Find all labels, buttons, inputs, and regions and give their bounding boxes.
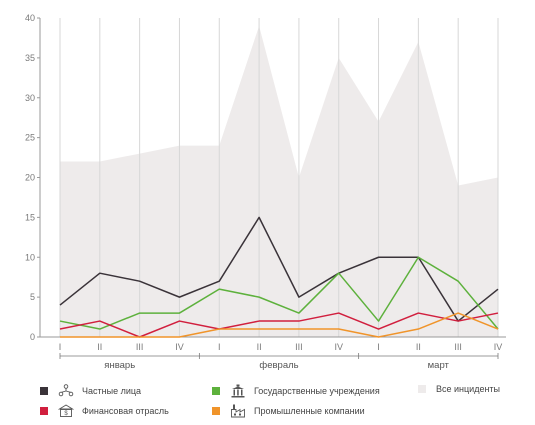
month-label: январь	[104, 360, 135, 371]
government-building-icon	[231, 384, 245, 398]
x-tick-label: IV	[494, 342, 503, 352]
area-series-all-incidents	[60, 25, 498, 337]
line-series	[59, 256, 499, 330]
line-series	[59, 312, 499, 338]
grid-layer	[59, 18, 499, 337]
line-series	[59, 216, 499, 322]
y-tick-label: 0	[30, 332, 35, 342]
y-tick-label: 15	[25, 212, 35, 222]
area-layer	[60, 25, 498, 337]
legend-swatch-government	[212, 387, 220, 395]
legend-label-all-incidents: Все инциденты	[436, 384, 501, 394]
x-tick-label: IV	[334, 342, 343, 352]
svg-text:$: $	[64, 411, 68, 417]
y-tick-label: 35	[25, 53, 35, 63]
line-series	[60, 312, 499, 338]
legend-label-private: Частные лица	[82, 386, 142, 396]
bank-building-icon: $	[58, 404, 74, 417]
x-tick-label: III	[295, 342, 303, 352]
legend-government: Государственные учреждения	[212, 384, 380, 398]
people-network-icon	[58, 384, 74, 397]
y-tick-label: 40	[25, 13, 35, 23]
x-tick-label: I	[218, 342, 221, 352]
x-tick-label: I	[59, 342, 62, 352]
x-tick-label: II	[257, 342, 262, 352]
legend-label-industrial: Промышленные компании	[254, 406, 365, 416]
legend-industrial: Промышленные компании	[212, 404, 365, 418]
month-label: февраль	[259, 360, 298, 371]
line-layer	[59, 216, 499, 338]
legend-swatch-industrial	[212, 407, 220, 415]
legend-all-incidents: Все инциденты	[418, 384, 500, 394]
legend-swatch-private	[40, 387, 48, 395]
factory-icon	[231, 404, 245, 418]
month-label: март	[428, 360, 450, 371]
legend-label-financial: Финансовая отрасль	[82, 406, 169, 416]
axis-layer	[37, 17, 506, 359]
legend-financial: $ Финансовая отрасль	[40, 404, 169, 418]
y-tick-label: 30	[25, 93, 35, 103]
y-tick-label: 10	[25, 252, 35, 262]
x-tick-label: II	[97, 342, 102, 352]
x-tick-label: III	[136, 342, 144, 352]
y-tick-label: 25	[25, 133, 35, 143]
legend-private: Частные лица	[40, 384, 141, 398]
x-tick-label: IV	[175, 342, 184, 352]
legend-swatch-all-incidents	[418, 385, 426, 393]
x-tick-label: I	[377, 342, 380, 352]
y-tick-label: 5	[30, 292, 35, 302]
x-tick-label: III	[454, 342, 462, 352]
y-tick-label: 20	[25, 173, 35, 183]
legend-label-government: Государственные учреждения	[254, 386, 380, 396]
x-tick-label: II	[416, 342, 421, 352]
legend-swatch-financial	[40, 407, 48, 415]
